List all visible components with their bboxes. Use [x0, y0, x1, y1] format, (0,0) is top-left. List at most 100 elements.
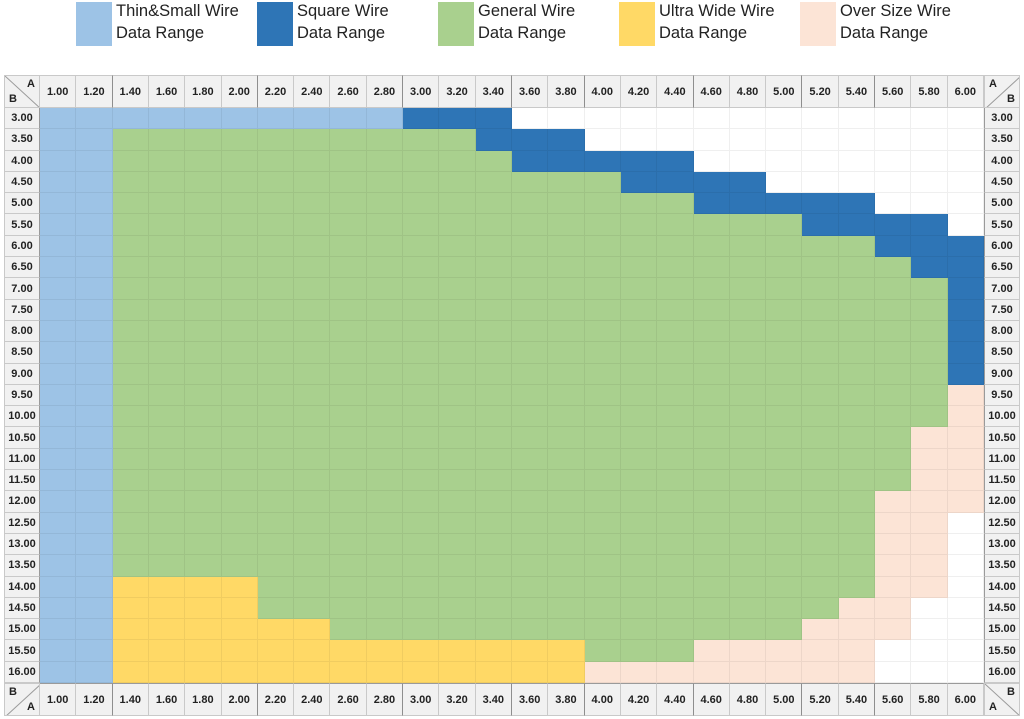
grid-cell — [947, 491, 984, 513]
grid-cell — [257, 320, 295, 343]
grid-cell — [729, 299, 767, 321]
column-header-top: 3.00 — [403, 75, 440, 108]
grid-cell — [512, 171, 549, 194]
grid-cell — [620, 512, 658, 534]
grid-cell — [40, 576, 77, 598]
grid-cell — [475, 171, 512, 194]
grid-cell — [221, 108, 258, 130]
grid-cell — [475, 555, 512, 577]
grid-cell — [729, 320, 767, 343]
grid-cell — [548, 448, 585, 471]
row-header-right: 4.00 — [984, 150, 1020, 172]
grid-cell — [257, 129, 295, 151]
grid-cell — [838, 299, 876, 321]
grid-cell — [257, 363, 295, 385]
grid-cell — [148, 278, 186, 300]
grid-cell — [548, 171, 585, 194]
grid-cell — [403, 619, 440, 641]
grid-cell — [257, 533, 295, 556]
grid-cell — [729, 342, 767, 364]
legend-label-line2: Data Range — [297, 24, 386, 42]
grid-cell — [947, 129, 984, 151]
grid-cell — [148, 491, 186, 513]
grid-cell — [40, 406, 77, 428]
grid-cell — [657, 533, 694, 556]
grid-cell — [185, 576, 222, 598]
grid-cell — [838, 171, 876, 194]
grid-cell — [403, 576, 440, 598]
grid-cell — [911, 342, 948, 364]
grid-cell — [221, 150, 258, 172]
legend-swatch — [438, 2, 474, 46]
grid-cell — [439, 320, 476, 343]
grid-cell — [294, 384, 331, 407]
grid-cell — [221, 278, 258, 300]
grid-cell — [221, 129, 258, 151]
grid-cell — [512, 384, 549, 407]
grid-cell — [729, 384, 767, 407]
row-header-right: 10.50 — [984, 427, 1020, 449]
grid-cell — [875, 214, 912, 236]
row-header-left: 5.50 — [4, 214, 40, 236]
column-header-top: 4.60 — [693, 75, 730, 108]
grid-cell — [911, 235, 948, 258]
grid-cell — [947, 299, 984, 321]
grid-cell — [802, 512, 839, 534]
grid-cell — [911, 533, 948, 556]
grid-cell — [947, 320, 984, 343]
grid-cell — [802, 320, 839, 343]
legend-swatch — [800, 2, 836, 46]
grid-cell — [40, 384, 77, 407]
grid-cell — [475, 363, 512, 385]
grid-cell — [693, 619, 730, 641]
grid-cell — [802, 108, 839, 130]
grid-cell — [475, 299, 512, 321]
row-header-left: 5.00 — [4, 193, 40, 215]
corner-diagonal — [5, 76, 39, 107]
grid-cell — [330, 661, 367, 683]
grid-cell — [838, 533, 876, 556]
grid-cell — [366, 384, 404, 407]
grid-cell — [802, 597, 839, 620]
grid-cell — [620, 257, 658, 279]
grid-cell — [294, 108, 331, 130]
grid-cell — [693, 129, 730, 151]
grid-cell — [112, 193, 149, 215]
grid-cell — [657, 320, 694, 343]
grid-cell — [475, 150, 512, 172]
grid-cell — [112, 448, 149, 471]
legend-swatch — [76, 2, 112, 46]
grid-cell — [729, 257, 767, 279]
grid-cell — [911, 619, 948, 641]
grid-cell — [729, 491, 767, 513]
legend-label-line2: Data Range — [116, 24, 205, 42]
grid-cell — [76, 384, 113, 407]
grid-cell — [76, 320, 113, 343]
grid-cell — [112, 129, 149, 151]
grid-cell — [657, 448, 694, 471]
grid-cell — [439, 150, 476, 172]
grid-cell — [947, 214, 984, 236]
grid-cell — [875, 470, 912, 492]
grid-cell — [330, 512, 367, 534]
grid-cell — [838, 619, 876, 641]
grid-cell — [221, 640, 258, 662]
grid-cell — [838, 427, 876, 449]
grid-cell — [512, 214, 549, 236]
grid-cell — [475, 129, 512, 151]
grid-cell — [548, 597, 585, 620]
grid-cell — [947, 235, 984, 258]
grid-cell — [766, 384, 803, 407]
grid-cell — [257, 108, 295, 130]
grid-cell — [294, 491, 331, 513]
grid-cell — [257, 555, 295, 577]
row-header-right: 15.00 — [984, 619, 1020, 641]
grid-cell — [148, 406, 186, 428]
grid-cell — [76, 576, 113, 598]
grid-cell — [693, 320, 730, 343]
row-header-left: 13.00 — [4, 533, 40, 556]
grid-cell — [947, 661, 984, 683]
grid-cell — [802, 427, 839, 449]
grid-cell — [911, 150, 948, 172]
